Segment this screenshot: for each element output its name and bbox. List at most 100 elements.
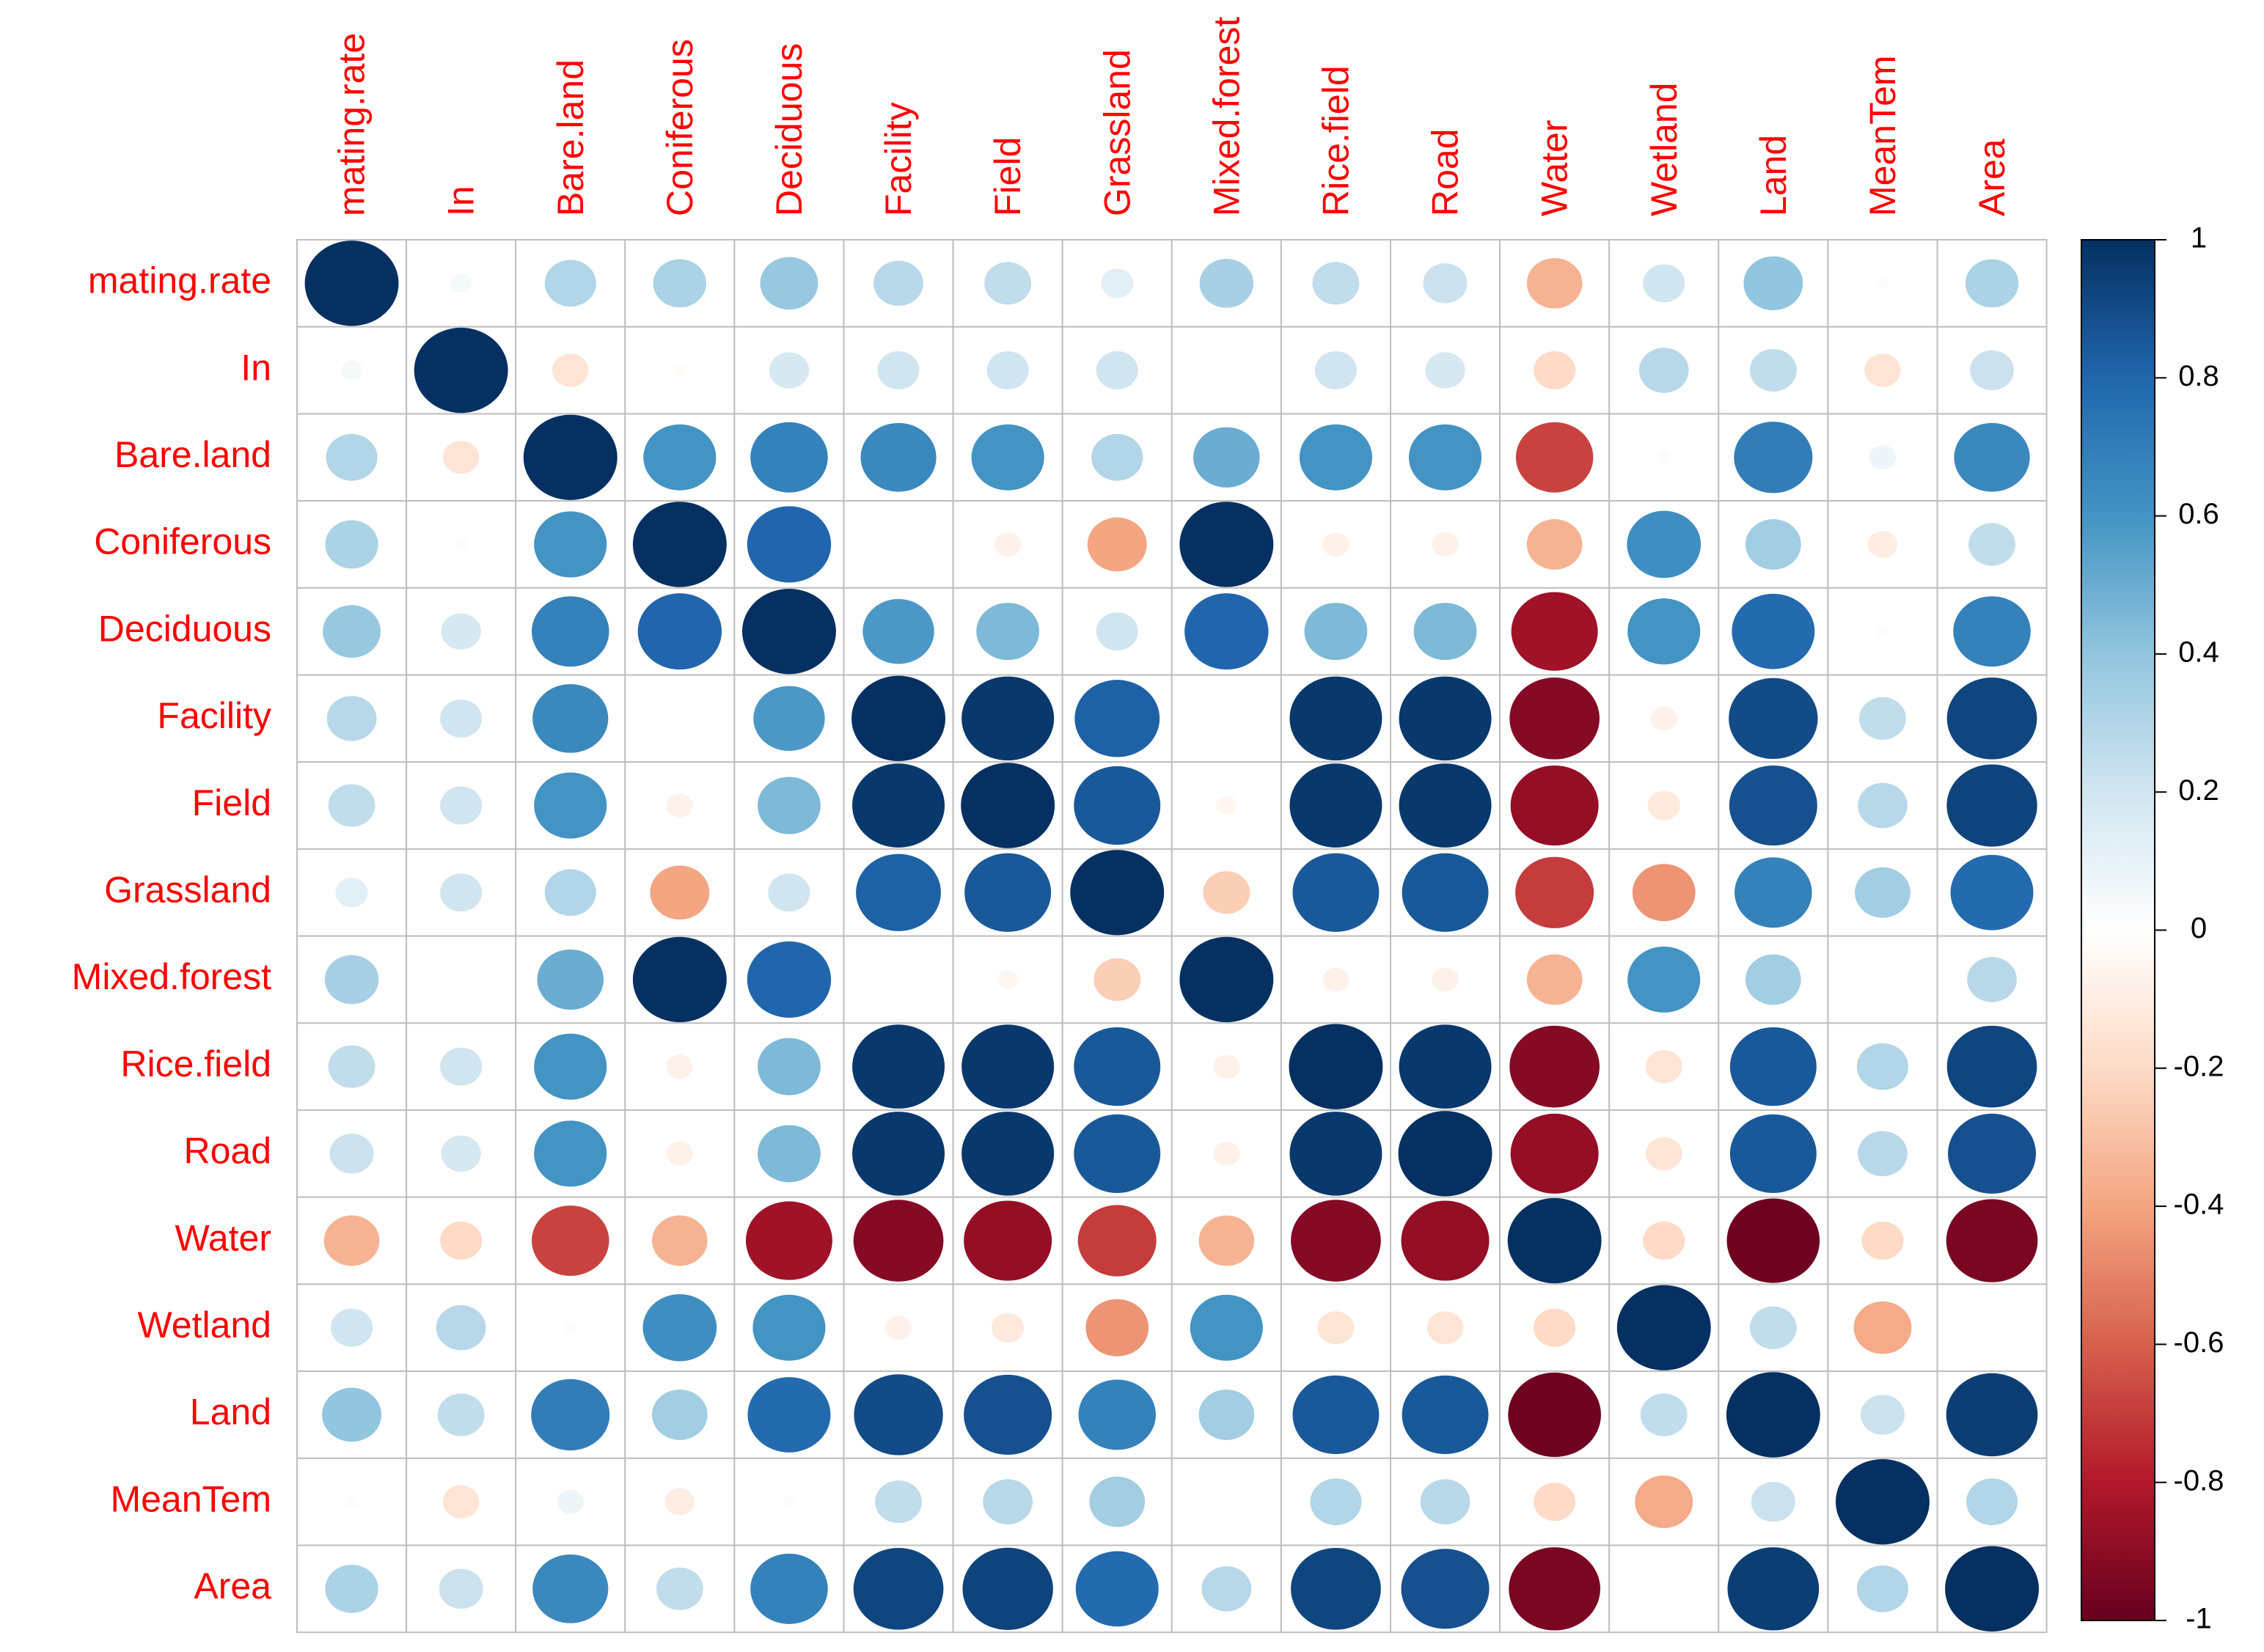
corr-circle-Mixed.forest-Coniferous	[632, 936, 727, 1023]
corr-circle-Water-Land	[1726, 1198, 1820, 1283]
corr-circle-Bare.land-Field	[971, 424, 1044, 491]
corr-circle-Field-Bare.land	[534, 772, 607, 839]
corr-circle-In-Facility	[877, 351, 920, 390]
corr-circle-Rice.field-Mixed.forest	[1213, 1054, 1240, 1079]
corr-circle-Facility-Facility	[851, 675, 946, 762]
row-label: Coniferous	[94, 521, 271, 562]
corr-circle-Bare.land-Grassland	[1091, 433, 1143, 481]
corr-circle-Road-Grassland	[1074, 1114, 1161, 1193]
corr-circle-Facility-MeanTem	[1858, 697, 1906, 740]
column-label: MeanTem	[1862, 55, 1903, 216]
corr-circle-Rice.field-mating.rate	[328, 1045, 375, 1088]
corr-circle-Field-mating.rate	[328, 784, 375, 827]
colorbar-tick-label: 1	[2191, 222, 2207, 254]
corr-circle-Land-Rice.field	[1292, 1375, 1380, 1455]
column-label: Field	[987, 137, 1028, 216]
corr-circle-Deciduous-Road	[1413, 603, 1477, 661]
corr-circle-Field-Wetland	[1647, 790, 1680, 821]
corr-circle-Area-Deciduous	[750, 1553, 828, 1624]
corr-circle-Grassland-Area	[1950, 854, 2034, 930]
column-label: Coniferous	[659, 39, 700, 216]
corr-circle-Area-Mixed.forest	[1201, 1566, 1252, 1612]
corr-circle-Coniferous-Land	[1745, 519, 1801, 570]
corr-circle-Wetland-Water	[1534, 1308, 1576, 1347]
corr-circle-Wetland-Road	[1426, 1311, 1464, 1345]
corr-circle-MeanTem-Field	[983, 1479, 1033, 1524]
corr-circle-Facility-Road	[1399, 676, 1492, 761]
corr-circle-Road-Road	[1398, 1111, 1492, 1197]
corr-circle-Facility-mating.rate	[326, 696, 377, 741]
row-label: Deciduous	[98, 608, 271, 649]
corr-circle-Rice.field-Road	[1399, 1024, 1492, 1109]
corr-circle-Coniferous-Bare.land	[534, 511, 607, 578]
corr-circle-Deciduous-Bare.land	[531, 596, 609, 667]
corr-circle-MeanTem-Bare.land	[557, 1489, 584, 1514]
corr-circle-MeanTem-Land	[1751, 1481, 1795, 1522]
corr-circle-Mixed.forest-Rice.field	[1322, 967, 1349, 992]
corr-circle-Deciduous-Coniferous	[637, 593, 722, 670]
corr-circle-Wetland-Deciduous	[752, 1294, 826, 1361]
corr-circle-Area-Bare.land	[532, 1554, 609, 1623]
corr-circle-Area-mating.rate	[325, 1564, 378, 1613]
corr-circle-Land-Land	[1726, 1372, 1820, 1458]
corr-circle-Bare.land-Wetland	[1657, 451, 1671, 463]
row-label: Land	[190, 1392, 271, 1433]
corr-circle-Coniferous-Mixed.forest	[1179, 502, 1274, 587]
corr-circle-Area-Area	[1945, 1546, 2040, 1632]
column-label: mating.rate	[331, 33, 373, 216]
corr-circle-Water-Facility	[853, 1200, 944, 1282]
row-label: Wetland	[137, 1304, 271, 1346]
corr-circle-Road-Land	[1729, 1114, 1817, 1193]
colorbar-rect	[2081, 239, 2155, 1621]
corr-circle-Water-Deciduous	[745, 1201, 832, 1280]
column-labels: mating.rate In Bare.land Coniferous Deciduou…	[331, 17, 2013, 216]
corr-circle-mating.rate-Facility	[873, 260, 923, 306]
corr-circle-Land-Wetland	[1640, 1393, 1688, 1436]
corr-circle-Facility-Field	[961, 676, 1055, 761]
corr-circle-MeanTem-Grassland	[1089, 1476, 1146, 1527]
grid-cell	[1608, 1544, 1720, 1634]
corr-circle-Deciduous-Facility	[862, 598, 934, 664]
column-label: Water	[1534, 120, 1575, 217]
corr-circle-Mixed.forest-mating.rate	[324, 955, 379, 1005]
corr-circle-Land-Mixed.forest	[1198, 1389, 1255, 1440]
corr-circle-Area-Road	[1401, 1549, 1490, 1629]
corr-circle-In-Water	[1534, 351, 1576, 390]
corr-circle-Coniferous-Road	[1432, 532, 1459, 557]
column-label: Bare.land	[550, 59, 591, 216]
corr-circle-Field-Rice.field	[1289, 763, 1382, 848]
corr-circle-mating.rate-In	[450, 274, 472, 293]
row-label: MeanTem	[110, 1478, 271, 1519]
corr-circle-Bare.land-mating.rate	[326, 433, 378, 481]
colorbar-tick-label: -0.2	[2174, 1050, 2224, 1082]
corr-circle-Road-Water	[1510, 1113, 1599, 1194]
corr-circle-Area-Field	[962, 1547, 1053, 1630]
column-label: In	[441, 186, 482, 216]
corr-circle-Wetland-Bare.land	[563, 1321, 577, 1334]
corr-circle-Land-Field	[964, 1374, 1052, 1455]
corr-circle-mating.rate-Bare.land	[544, 260, 596, 307]
corr-circle-Facility-Bare.land	[532, 683, 609, 753]
colorbar-tick-label: -1	[2186, 1603, 2212, 1635]
corr-circle-Deciduous-Rice.field	[1304, 603, 1368, 661]
grid-cell	[1718, 239, 1829, 328]
grid-cell	[843, 326, 954, 415]
corr-circle-Wetland-Mixed.forest	[1190, 1294, 1263, 1361]
corr-circle-Wetland-Land	[1749, 1306, 1797, 1349]
corr-circle-MeanTem-In	[442, 1485, 480, 1519]
corr-circle-Grassland-MeanTem	[1855, 867, 1911, 918]
corr-circle-Grassland-Wetland	[1632, 864, 1696, 922]
corr-circle-Land-Grassland	[1078, 1379, 1157, 1450]
corr-circle-Coniferous-In	[454, 538, 468, 551]
corr-circle-Water-MeanTem	[1861, 1222, 1904, 1260]
corr-circle-MeanTem-Water	[1534, 1483, 1576, 1521]
corr-circle-Coniferous-Wetland	[1627, 510, 1701, 579]
corr-circle-Field-Deciduous	[758, 777, 821, 834]
corr-circle-Coniferous-Field	[994, 532, 1022, 557]
corr-circle-mating.rate-MeanTem	[1875, 277, 1889, 290]
corr-circle-mating.rate-Area	[1965, 259, 2019, 308]
corr-circle-Field-MeanTem	[1858, 782, 1908, 829]
corr-circle-Grassland-Facility	[856, 853, 941, 931]
corr-circle-Rice.field-Deciduous	[758, 1038, 821, 1095]
